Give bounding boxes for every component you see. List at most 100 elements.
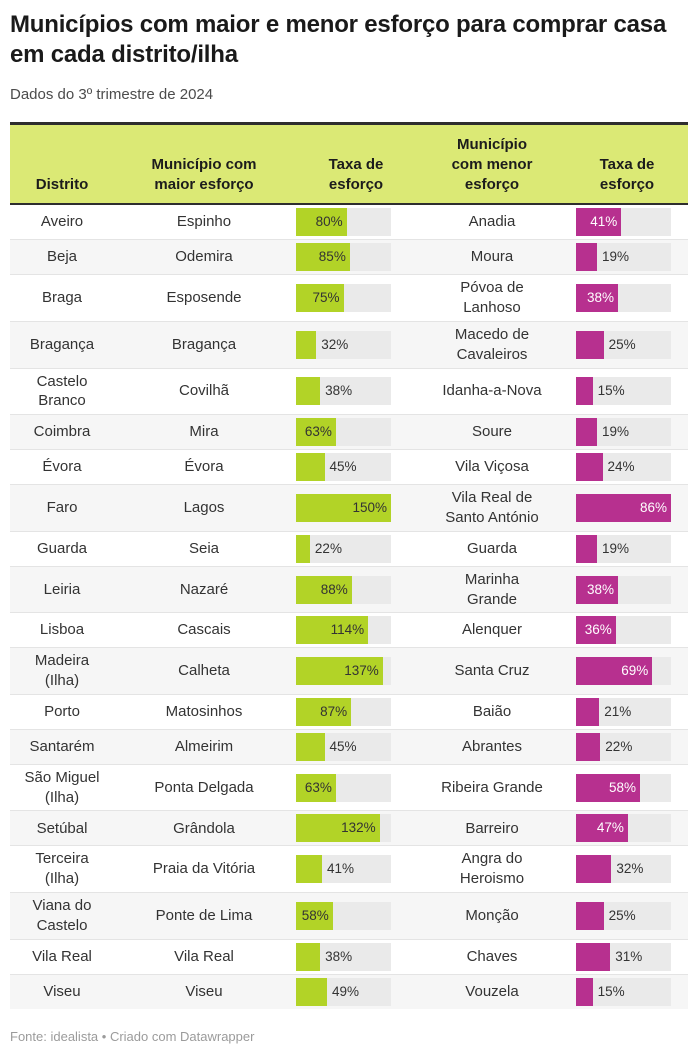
bar-track: 38% — [576, 575, 671, 604]
bar-value-label: 36% — [584, 622, 612, 638]
table-row: Braga Esposende 75% Póvoa de Lanhoso 38% — [10, 274, 688, 321]
effort-bar-cell-high: 38% — [294, 942, 418, 971]
table-row: Viseu Viseu 49% Vouzela 15% — [10, 973, 688, 1009]
municipality-highest-effort: Nazaré — [179, 580, 229, 598]
bar-fill — [296, 243, 350, 272]
bar-value-label: 45% — [329, 738, 357, 754]
district-name: Évora — [42, 458, 82, 476]
bar-value-label: 19% — [601, 424, 630, 440]
effort-bar-cell-low: 69% — [566, 657, 688, 686]
bar-fill — [576, 616, 616, 645]
bar-fill — [296, 330, 317, 359]
bar-track: 86% — [576, 493, 671, 522]
bar-fill — [296, 616, 369, 645]
municipality-lowest-effort: Abrantes — [461, 737, 523, 755]
bar-track: 49% — [296, 977, 391, 1006]
bar-value-label: 63% — [304, 779, 332, 795]
municipality-lowest-effort: Barreiro — [465, 819, 519, 837]
effort-bar-cell-low: 31% — [566, 942, 688, 971]
table-row: Viana do Castelo Ponte de Lima 58% Monção 25… — [10, 892, 688, 939]
bar-fill — [296, 208, 347, 237]
bar-fill — [296, 377, 321, 406]
municipality-lowest-effort: Marinha Grande — [464, 570, 520, 608]
column-header-taxa-maior: Taxa de esforço — [328, 155, 384, 193]
bar-value-label: 22% — [605, 738, 633, 754]
table-row: Porto Matosinhos 87% Baião 21% — [10, 693, 688, 729]
table-row: Vila Real Vila Real 38% Chaves 31% — [10, 938, 688, 974]
effort-bar-cell-low: 15% — [566, 977, 688, 1006]
bar-value-label: 87% — [320, 703, 348, 719]
effort-bar-cell-low: 86% — [566, 493, 688, 522]
district-name: Bragança — [29, 335, 95, 353]
bar-fill — [296, 773, 336, 802]
table-row: Beja Odemira 85% Moura 19% — [10, 239, 688, 275]
table-row: São Miguel (Ilha) Ponta Delgada 63% Ribeira… — [10, 763, 688, 811]
bar-value-label: 15% — [597, 983, 625, 999]
bar-value-label: 21% — [604, 703, 632, 719]
bar-track: 87% — [296, 697, 391, 726]
district-name: Aveiro — [40, 213, 84, 231]
bar-fill — [576, 418, 597, 447]
municipality-highest-effort: Mira — [189, 423, 219, 441]
effort-bar-cell-low: 38% — [566, 575, 688, 604]
municipality-lowest-effort: Vouzela — [465, 982, 519, 1000]
municipality-highest-effort: Odemira — [175, 248, 233, 266]
table-row: Lisboa Cascais 114% Alenquer 36% — [10, 612, 688, 647]
district-name: São Miguel (Ilha) — [24, 768, 100, 806]
bar-fill — [296, 534, 310, 563]
bar-value-label: 132% — [341, 820, 376, 836]
effort-bar-cell-high: 58% — [294, 901, 418, 930]
municipality-lowest-effort: Baião — [472, 702, 512, 720]
bar-fill — [576, 575, 618, 604]
district-name: Terceira (Ilha) — [35, 850, 89, 888]
bar-track: 32% — [576, 855, 671, 884]
district-name: Setúbal — [36, 819, 88, 837]
municipality-lowest-effort: Idanha-a-Nova — [442, 382, 542, 400]
municipality-highest-effort: Bragança — [171, 335, 237, 353]
municipality-lowest-effort: Soure — [471, 423, 513, 441]
bar-track: 75% — [296, 284, 391, 313]
municipality-lowest-effort: Moura — [470, 248, 514, 266]
municipality-highest-effort: Ponte de Lima — [155, 906, 253, 924]
table-header-row: Distrito Município com maior esforço Tax… — [10, 121, 688, 206]
bar-fill — [576, 732, 601, 761]
bar-track: 19% — [576, 534, 671, 563]
bar-fill — [576, 942, 611, 971]
bar-track: 132% — [296, 814, 391, 843]
bar-fill — [296, 942, 321, 971]
chart-title: Municípios com maior e menor esforço par… — [10, 11, 667, 69]
district-name: Castelo Branco — [36, 372, 88, 410]
table-row: Terceira (Ilha) Praia da Vitória 41% Angra … — [10, 845, 688, 892]
municipality-lowest-effort: Angra do Heroismo — [459, 850, 525, 888]
effort-bar-cell-low: 36% — [566, 616, 688, 645]
municipality-highest-effort: Espinho — [176, 213, 232, 231]
table-row: Bragança Bragança 32% Macedo de Cavaleiros 2… — [10, 320, 688, 368]
bar-track: 63% — [296, 773, 391, 802]
effort-table: Distrito Município com maior esforço Tax… — [10, 121, 688, 1009]
chart-subtitle: Dados do 3º trimestre de 2024 — [10, 85, 214, 103]
bar-fill — [576, 493, 671, 522]
bar-value-label: 75% — [312, 290, 340, 306]
bar-value-label: 19% — [601, 249, 630, 265]
source-attribution: Fonte: idealista • Criado com Datawrappe… — [10, 1028, 255, 1044]
district-name: Coimbra — [33, 423, 91, 441]
district-name: Guarda — [36, 539, 88, 557]
district-name: Santarém — [29, 737, 95, 755]
effort-bar-cell-high: 137% — [294, 657, 418, 686]
bar-track: 19% — [576, 243, 671, 272]
effort-bar-cell-high: 150% — [294, 493, 418, 522]
bar-fill — [296, 977, 328, 1006]
table-row: Coimbra Mira 63% Soure 19% — [10, 414, 688, 450]
bar-value-label: 32% — [616, 861, 644, 877]
municipality-highest-effort: Ponta Delgada — [154, 778, 254, 796]
municipality-highest-effort: Calheta — [178, 662, 230, 680]
bar-fill — [296, 732, 325, 761]
bar-value-label: 31% — [615, 948, 643, 964]
bar-value-label: 19% — [601, 540, 630, 556]
effort-bar-cell-high: 45% — [294, 732, 418, 761]
bar-track: 38% — [296, 942, 391, 971]
bar-fill — [576, 657, 653, 686]
effort-bar-cell-high: 85% — [294, 243, 418, 272]
bar-value-label: 38% — [586, 290, 614, 306]
district-name: Lisboa — [39, 621, 85, 639]
